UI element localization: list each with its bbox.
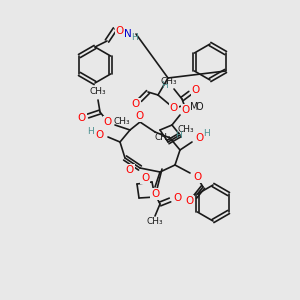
Text: O: O <box>136 111 144 121</box>
Text: O: O <box>132 99 140 109</box>
Text: O: O <box>195 133 203 143</box>
Text: O: O <box>185 196 193 206</box>
Text: CH₃: CH₃ <box>161 76 177 85</box>
Text: O: O <box>116 26 124 36</box>
Text: O: O <box>170 103 178 113</box>
Text: H: H <box>204 130 210 139</box>
Text: O: O <box>141 173 149 183</box>
Text: H: H <box>132 34 138 43</box>
Text: CH₃: CH₃ <box>114 118 130 127</box>
Text: CH₃: CH₃ <box>178 125 194 134</box>
Text: CH₃: CH₃ <box>147 218 163 226</box>
Text: O: O <box>193 172 201 182</box>
Text: O: O <box>182 105 190 115</box>
Text: O: O <box>196 102 204 112</box>
Text: O: O <box>104 117 112 127</box>
Text: M: M <box>190 102 199 112</box>
Text: CH₃: CH₃ <box>90 88 106 97</box>
Text: H: H <box>175 130 182 140</box>
Text: H: H <box>87 127 93 136</box>
Text: O: O <box>192 85 200 95</box>
Text: O: O <box>126 165 134 175</box>
Text: O: O <box>151 189 159 199</box>
Text: H: H <box>162 80 168 89</box>
Text: O: O <box>78 113 86 123</box>
Text: CH₃: CH₃ <box>155 133 171 142</box>
Text: N: N <box>124 29 132 39</box>
Text: O: O <box>96 130 104 140</box>
Text: O: O <box>174 193 182 203</box>
